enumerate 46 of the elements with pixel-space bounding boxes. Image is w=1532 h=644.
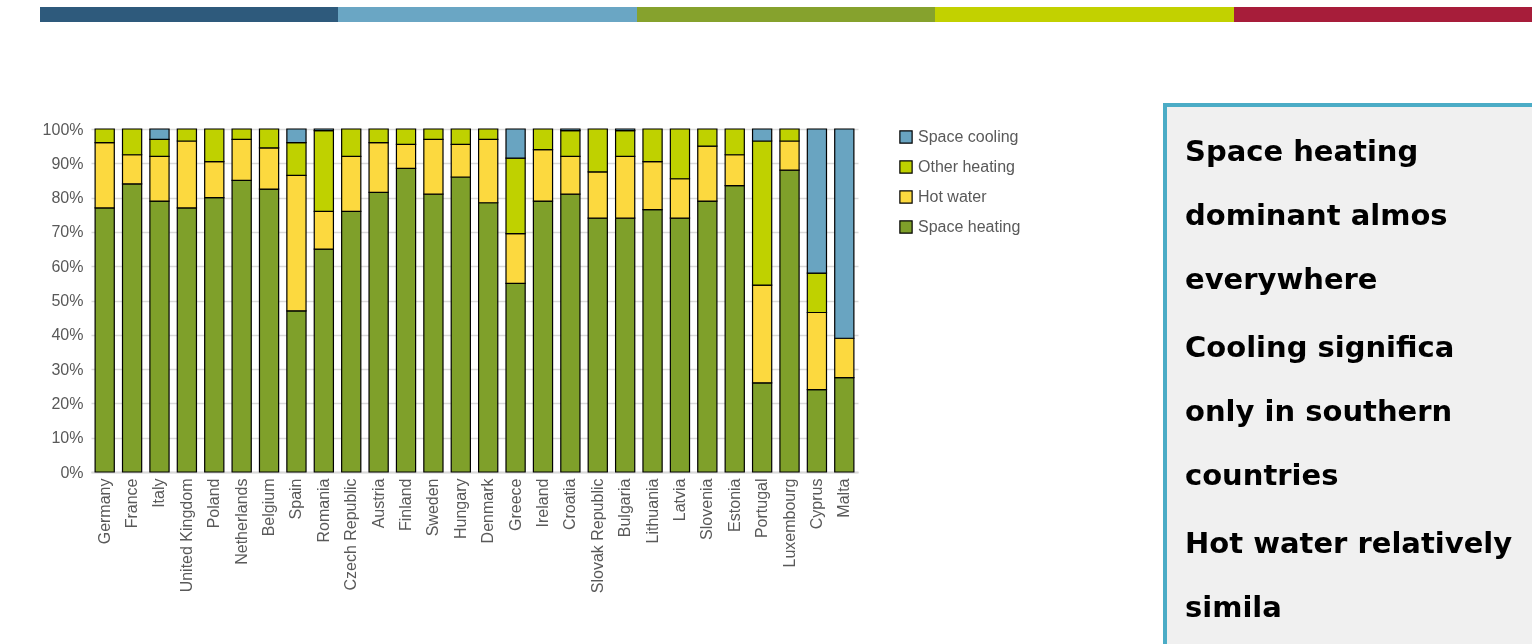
y-tick-label: 30% bbox=[51, 360, 84, 378]
x-tick-label: Sweden bbox=[424, 478, 442, 537]
legend-label: Other heating bbox=[918, 158, 1015, 175]
y-tick-label: 90% bbox=[51, 154, 84, 172]
x-tick-label: Lithuania bbox=[643, 478, 661, 544]
x-tick-label: Netherlands bbox=[232, 478, 250, 565]
y-tick-label: 0% bbox=[60, 463, 84, 481]
x-tick-label: Italy bbox=[150, 478, 168, 508]
x-tick-label: United Kingdom bbox=[177, 478, 195, 593]
x-tick-label: Romania bbox=[314, 478, 332, 543]
y-tick-label: 70% bbox=[51, 223, 84, 241]
x-tick-label: Bulgaria bbox=[616, 478, 634, 538]
text: Cooling significa only in southern countries bbox=[1185, 329, 1456, 494]
x-tick-label: Denmark bbox=[479, 477, 497, 544]
x-tick-label: Luxembourg bbox=[780, 478, 798, 568]
y-tick-label: 80% bbox=[51, 189, 84, 207]
y-tick-label: 50% bbox=[51, 292, 84, 309]
x-tick-label: Belgium bbox=[260, 478, 278, 537]
x-tick-label: Germany bbox=[95, 478, 113, 545]
x-tick-label: Slovak Republic bbox=[588, 478, 606, 594]
x-tick-label: France bbox=[123, 478, 141, 529]
y-tick-label: 100% bbox=[42, 120, 84, 138]
legend-label: Space cooling bbox=[918, 128, 1019, 145]
legend-label: Space heating bbox=[918, 218, 1021, 235]
x-tick-label: Croatia bbox=[561, 478, 579, 531]
x-tick-label: Czech Republic bbox=[342, 478, 360, 591]
legend-label: Hot water bbox=[918, 188, 988, 205]
x-tick-label: Greece bbox=[506, 478, 524, 531]
x-tick-label: Portugal bbox=[753, 478, 771, 539]
x-tick-label: Slovenia bbox=[698, 478, 716, 540]
y-tick-label: 10% bbox=[51, 429, 84, 447]
x-tick-label: Latvia bbox=[670, 478, 688, 522]
x-tick-label: Malta bbox=[835, 478, 853, 518]
x-tick-label: Spain bbox=[287, 478, 305, 520]
x-tick-label: Austria bbox=[369, 478, 387, 529]
x-tick-label: Poland bbox=[205, 478, 223, 529]
x-tick-label: Ireland bbox=[533, 478, 551, 528]
x-tick-label: Hungary bbox=[451, 478, 469, 539]
text: Hot water relatively simila bbox=[1185, 525, 1514, 626]
y-tick-label: 20% bbox=[51, 394, 84, 412]
x-tick-label: Estonia bbox=[725, 478, 743, 532]
x-tick-label: Finland bbox=[397, 478, 415, 531]
y-tick-label: 40% bbox=[51, 326, 84, 344]
text: Space heating dominant almos everywhere bbox=[1185, 133, 1449, 298]
y-tick-label: 60% bbox=[51, 257, 84, 275]
x-tick-label: Cyprus bbox=[807, 478, 825, 530]
